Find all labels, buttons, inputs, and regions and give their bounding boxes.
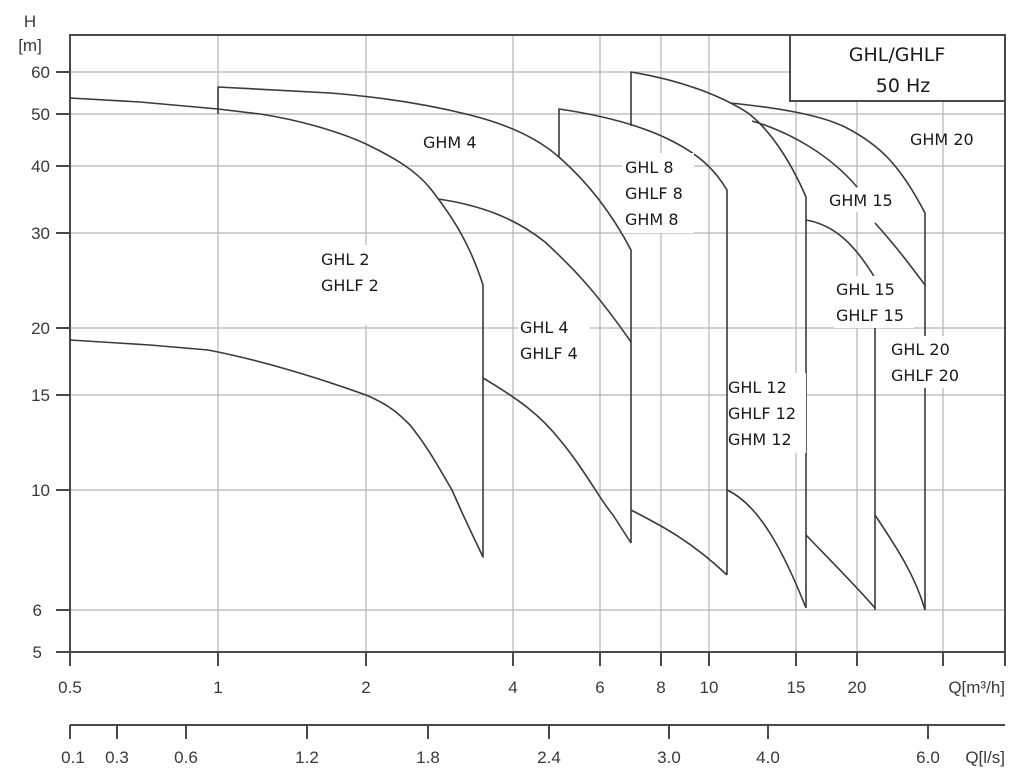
x2-axis — [69, 724, 1005, 739]
curve-ghl2-min — [69, 285, 484, 558]
svg-text:15: 15 — [31, 386, 50, 405]
svg-text:20: 20 — [31, 319, 50, 338]
curve-ghm15 — [751, 120, 858, 188]
curve-ghm20 — [729, 102, 926, 610]
svg-text:2.4: 2.4 — [537, 748, 561, 767]
label-ghlf20: GHLF 20 — [891, 366, 959, 385]
y-axis-title: H — [24, 12, 36, 31]
legend-frequency: 50 Hz — [876, 75, 931, 97]
curve-ghm4-max — [217, 86, 632, 543]
label-ghlf15: GHLF 15 — [836, 306, 904, 325]
x2-axis-title: Q[l/s] — [965, 748, 1005, 767]
curve-ghl12-min — [726, 489, 807, 609]
x-tick-labels: 0.5 1 2 4 6 8 10 15 20 Q[m³/h] — [58, 678, 1005, 697]
curve-labels: GHL 2 GHLF 2 GHM 4 GHL 4 GHLF 4 GHL 8 GH… — [318, 130, 974, 453]
label-ghlf8: GHLF 8 — [625, 184, 683, 203]
svg-text:6: 6 — [595, 678, 604, 697]
label-ghm4: GHM 4 — [423, 133, 477, 152]
curve-ghl8-min — [630, 509, 728, 576]
curve-ghl20-max — [874, 222, 926, 286]
label-ghm8: GHM 8 — [625, 210, 679, 229]
svg-text:5: 5 — [33, 643, 42, 662]
y-tick-labels: 60 50 40 30 20 15 10 6 5 — [31, 63, 50, 662]
svg-text:0.1: 0.1 — [61, 748, 85, 767]
legend-title: GHL/GHLF — [849, 44, 946, 66]
label-ghlf4: GHLF 4 — [520, 344, 578, 363]
curve-ghl4-max — [437, 198, 632, 343]
svg-text:15: 15 — [787, 678, 806, 697]
label-ghl15: GHL 15 — [836, 280, 895, 299]
pump-curves — [69, 71, 926, 611]
svg-text:0.6: 0.6 — [174, 748, 198, 767]
svg-text:1.2: 1.2 — [295, 748, 319, 767]
label-ghl12: GHL 12 — [728, 378, 787, 397]
svg-text:3.0: 3.0 — [657, 748, 681, 767]
svg-text:20: 20 — [848, 678, 867, 697]
svg-text:0.3: 0.3 — [105, 748, 129, 767]
label-ghlf12: GHLF 12 — [728, 404, 796, 423]
label-ghl20: GHL 20 — [891, 340, 950, 359]
x2-tick-labels: 0.1 0.3 0.6 1.2 1.8 2.4 3.0 4.0 6.0 Q[l/… — [61, 748, 1005, 767]
label-ghl8: GHL 8 — [625, 158, 674, 177]
label-ghm15: GHM 15 — [829, 191, 893, 210]
svg-text:1: 1 — [213, 678, 222, 697]
svg-text:4.0: 4.0 — [756, 748, 780, 767]
y-ticks — [56, 71, 70, 653]
svg-text:10: 10 — [31, 481, 50, 500]
svg-text:4: 4 — [508, 678, 517, 697]
label-ghl2: GHL 2 — [321, 250, 370, 269]
svg-text:10: 10 — [700, 678, 719, 697]
x-axis-title: Q[m³/h] — [948, 678, 1005, 697]
legend-box — [789, 34, 1006, 102]
svg-text:6: 6 — [33, 601, 42, 620]
curve-ghl2-max — [69, 97, 484, 286]
svg-text:50: 50 — [31, 105, 50, 124]
svg-text:40: 40 — [31, 157, 50, 176]
label-ghlf2: GHLF 2 — [321, 276, 379, 295]
curve-ghl8-upper — [630, 71, 807, 608]
label-ghm12: GHM 12 — [728, 430, 792, 449]
label-ghm20: GHM 20 — [910, 130, 974, 149]
curve-ghl20-min — [874, 514, 926, 611]
curve-ghl8-max — [558, 108, 728, 575]
curve-ghl15-min — [805, 534, 876, 609]
x-ticks — [69, 640, 1006, 666]
svg-text:2: 2 — [361, 678, 370, 697]
label-ghl4: GHL 4 — [520, 318, 569, 337]
plot-frame — [69, 34, 1006, 652]
svg-text:6.0: 6.0 — [916, 748, 940, 767]
svg-text:30: 30 — [31, 224, 50, 243]
curve-ghl4-min — [482, 377, 632, 544]
svg-text:0.5: 0.5 — [58, 678, 82, 697]
svg-text:1.8: 1.8 — [416, 748, 440, 767]
y-axis-unit: [m] — [18, 36, 42, 55]
svg-text:8: 8 — [656, 678, 665, 697]
svg-text:60: 60 — [31, 63, 50, 82]
